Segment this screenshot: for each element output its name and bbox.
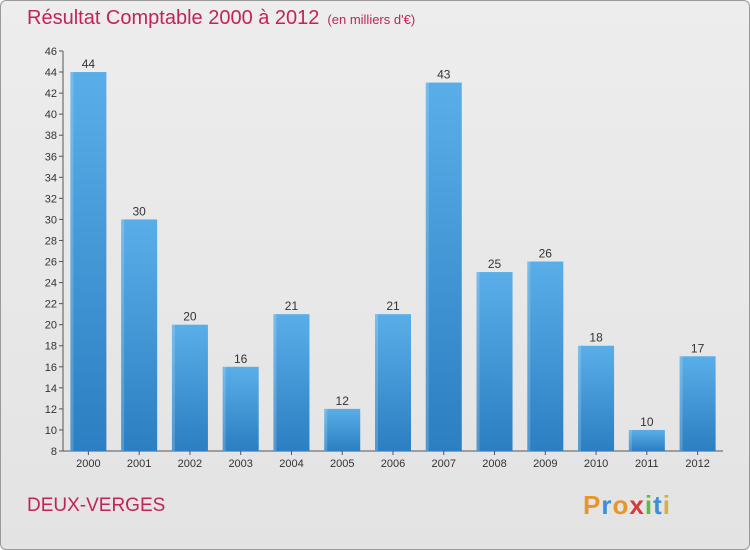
y-tick-label: 36 bbox=[45, 151, 57, 163]
bar-highlight bbox=[121, 219, 125, 451]
bar-highlight bbox=[375, 314, 378, 451]
bar-highlight bbox=[171, 324, 175, 451]
bar-2007 bbox=[425, 82, 462, 451]
bar-2001 bbox=[121, 219, 158, 451]
bar-value-label: 16 bbox=[234, 352, 248, 366]
bar-value-label: 30 bbox=[132, 204, 146, 218]
y-tick-label: 26 bbox=[45, 257, 57, 269]
logo-letter: P bbox=[583, 490, 602, 520]
bar-value-label: 18 bbox=[589, 331, 603, 345]
logo-letter: i bbox=[662, 490, 671, 520]
chart-subtitle: (en milliers d'€) bbox=[327, 12, 416, 27]
y-tick-label: 14 bbox=[45, 383, 57, 395]
bar-2003 bbox=[222, 366, 259, 451]
logo-letter: x bbox=[629, 490, 645, 520]
x-tick-label: 2002 bbox=[178, 458, 202, 470]
chart-title-row: Résultat Comptable 2000 à 2012 (en millie… bbox=[27, 7, 415, 30]
y-tick-label: 28 bbox=[45, 235, 57, 247]
bar-value-label: 21 bbox=[386, 299, 400, 313]
bar-highlight bbox=[527, 261, 531, 451]
x-tick-label: 2003 bbox=[228, 458, 252, 470]
x-tick-label: 2007 bbox=[432, 458, 456, 470]
bar-highlight bbox=[324, 408, 328, 451]
y-tick-label: 40 bbox=[45, 109, 57, 121]
bar-2009 bbox=[527, 261, 564, 451]
y-tick-label: 12 bbox=[45, 404, 57, 416]
y-tick-label: 44 bbox=[45, 67, 57, 79]
x-tick-label: 2006 bbox=[381, 458, 405, 470]
logo-letter: r bbox=[601, 490, 613, 520]
y-tick-label: 22 bbox=[45, 299, 57, 311]
bar-value-label: 44 bbox=[82, 57, 96, 71]
bar-2002 bbox=[171, 324, 208, 451]
x-tick-label: 2009 bbox=[533, 458, 557, 470]
bar-value-label: 21 bbox=[285, 299, 299, 313]
bar-highlight bbox=[70, 72, 74, 451]
y-tick-label: 10 bbox=[45, 425, 57, 437]
bar-2011 bbox=[628, 429, 665, 451]
x-tick-label: 2005 bbox=[330, 458, 354, 470]
x-tick-label: 2010 bbox=[584, 458, 608, 470]
y-tick-label: 8 bbox=[51, 446, 57, 458]
bar-value-label: 10 bbox=[640, 415, 654, 429]
bar-value-label: 25 bbox=[488, 257, 502, 271]
bar-2000 bbox=[70, 72, 107, 451]
proxiti-logo[interactable]: Proxiti bbox=[583, 490, 671, 521]
y-tick-label: 30 bbox=[45, 214, 57, 226]
chart-title: Résultat Comptable 2000 à 2012 bbox=[27, 7, 320, 29]
bar-2010 bbox=[578, 345, 615, 451]
logo-letter: i bbox=[644, 490, 654, 520]
commune-name: DEUX-VERGES bbox=[27, 495, 166, 516]
bar-2005 bbox=[324, 408, 361, 451]
bar-value-label: 12 bbox=[336, 394, 350, 408]
bar-highlight bbox=[476, 272, 480, 451]
bar-highlight bbox=[628, 429, 632, 451]
bar-highlight bbox=[578, 345, 582, 451]
chart-bars: 44 30 20 16 21 12 21 43 25 26 18 10 17 bbox=[70, 57, 716, 451]
y-tick-label: 42 bbox=[45, 88, 57, 100]
bar-2004 bbox=[273, 314, 310, 451]
x-tick-label: 2004 bbox=[279, 458, 303, 470]
x-tick-label: 2011 bbox=[635, 458, 659, 470]
bar-highlight bbox=[273, 314, 277, 451]
bar-value-label: 17 bbox=[691, 341, 705, 355]
bar-2012 bbox=[679, 356, 716, 451]
x-tick-label: 2008 bbox=[482, 458, 506, 470]
y-tick-label: 24 bbox=[45, 278, 57, 290]
bar-highlight bbox=[222, 366, 226, 451]
bar-2008 bbox=[476, 272, 513, 451]
y-tick-label: 18 bbox=[45, 341, 57, 353]
bar-highlight bbox=[425, 82, 429, 451]
logo-letter: t bbox=[653, 490, 663, 520]
y-tick-label: 20 bbox=[45, 320, 57, 332]
bar-2006 bbox=[375, 314, 411, 451]
y-tick-label: 16 bbox=[45, 362, 57, 374]
logo-letter: o bbox=[612, 490, 630, 520]
x-tick-label: 2000 bbox=[76, 458, 100, 470]
y-tick-label: 34 bbox=[45, 172, 57, 184]
y-tick-label: 38 bbox=[45, 130, 57, 142]
bar-value-label: 20 bbox=[183, 310, 197, 324]
bar-value-label: 26 bbox=[539, 247, 553, 261]
x-tick-label: 2012 bbox=[685, 458, 709, 470]
y-tick-label: 46 bbox=[45, 46, 57, 58]
bar-value-label: 43 bbox=[437, 68, 451, 82]
y-tick-label: 32 bbox=[45, 193, 57, 205]
bar-highlight bbox=[679, 356, 683, 451]
x-tick-label: 2001 bbox=[127, 458, 151, 470]
